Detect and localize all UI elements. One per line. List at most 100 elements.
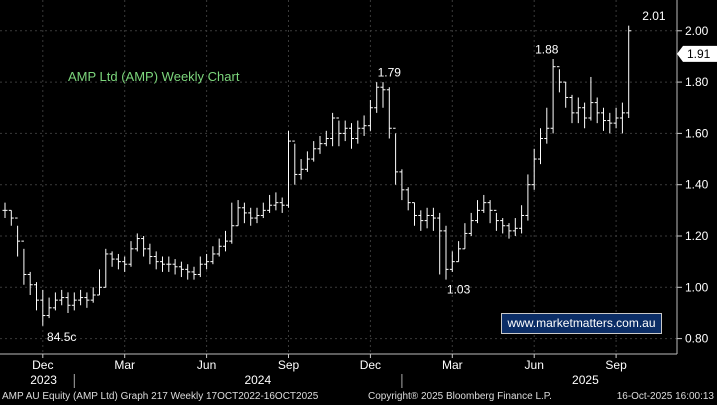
ohlc-bar xyxy=(204,253,210,270)
ohlc-bar xyxy=(582,102,588,129)
ohlc-bar xyxy=(46,297,52,319)
ohlc-bar xyxy=(241,202,247,224)
ohlc-bar xyxy=(52,292,58,311)
ohlc-bar xyxy=(166,256,172,272)
ohlc-bar xyxy=(260,202,266,219)
ohlc-bar xyxy=(172,259,178,275)
x-year-label: 2025 xyxy=(572,373,599,387)
ohlc-bar xyxy=(475,200,480,224)
ohlc-bar xyxy=(355,120,361,144)
y-tick-label: 1.00 xyxy=(685,280,709,294)
ohlc-bar xyxy=(563,81,569,108)
ohlc-bar xyxy=(210,246,216,265)
ohlc-bar xyxy=(349,123,354,149)
watermark-url[interactable]: www.marketmatters.com.au xyxy=(501,313,662,334)
chart-annotations: 84.5c 1.79 1.03 1.88 2.01 1.91 xyxy=(47,9,717,344)
ohlc-bar xyxy=(380,82,386,108)
ohlc-bar xyxy=(178,261,184,278)
ohlc-bar xyxy=(500,218,506,234)
ohlc-bar xyxy=(538,128,543,165)
footer-security-info: AMP AU Equity (AMP Ltd) Graph 217 Weekly… xyxy=(2,391,319,402)
ohlc-bar xyxy=(367,100,373,131)
ohlc-bar xyxy=(481,194,487,213)
ohlc-bar xyxy=(468,212,474,236)
ohlc-bar xyxy=(229,202,235,244)
ohlc-bar xyxy=(40,289,46,326)
footer-copyright: Copyright® 2025 Bloomberg Finance L.P. xyxy=(368,391,552,402)
ohlc-bar xyxy=(185,264,191,280)
ohlc-bar xyxy=(374,82,380,113)
ohlc-bar xyxy=(34,282,39,311)
ohlc-bar xyxy=(279,197,285,213)
current-price-tag: 1.91 xyxy=(677,45,717,62)
ohlc-bar xyxy=(304,151,310,172)
ohlc-bar xyxy=(424,207,430,229)
ohlc-bar xyxy=(103,248,109,288)
ohlc-bar xyxy=(235,200,241,227)
x-month-label: Sep xyxy=(605,358,627,372)
ohlc-bar xyxy=(531,148,537,190)
ohlc-bar xyxy=(594,97,600,124)
ohlc-bar xyxy=(619,102,625,134)
ohlc-bar xyxy=(323,130,329,147)
ohlc-bar xyxy=(405,187,411,211)
ohlc-bar xyxy=(109,251,115,267)
current-price-marker xyxy=(677,45,717,62)
ohlc-bar xyxy=(21,240,27,285)
ohlc-bar xyxy=(122,256,128,272)
y-tick-label: 0.80 xyxy=(685,332,709,346)
y-tick-label: 1.80 xyxy=(685,75,709,89)
ohlc-bar xyxy=(15,217,21,257)
ohlc-bar xyxy=(197,256,203,278)
price-annotation: 1.03 xyxy=(447,283,471,297)
ohlc-bar xyxy=(286,130,291,208)
ohlc-bar xyxy=(361,115,367,136)
ohlc-bar xyxy=(273,192,279,211)
ohlc-bar xyxy=(462,223,468,250)
ohlc-bar xyxy=(443,225,449,280)
ohlc-bar xyxy=(223,230,228,252)
ohlc-bar xyxy=(556,66,562,93)
chart-footer: AMP AU Equity (AMP Ltd) Graph 217 Weekly… xyxy=(0,389,717,405)
ohlc-bar xyxy=(519,205,525,234)
ohlc-bar xyxy=(525,174,531,221)
ohlc-bar xyxy=(97,269,102,296)
price-annotation: 2.01 xyxy=(642,9,666,23)
ohlc-bar xyxy=(412,202,417,226)
price-annotation: 1.79 xyxy=(378,66,402,80)
y-tick-label: 1.20 xyxy=(685,229,709,243)
x-year-label: 2023 xyxy=(30,373,57,387)
ohlc-bar xyxy=(267,194,273,213)
ohlc-bar xyxy=(418,210,424,231)
x-month-label: Jun xyxy=(197,358,216,372)
x-month-label: Jun xyxy=(525,358,544,372)
ohlc-bar xyxy=(437,212,443,275)
ohlc-bar xyxy=(456,241,462,263)
ohlc-bar xyxy=(393,127,399,185)
ohlc-bar xyxy=(386,87,392,139)
price-annotation: 1.88 xyxy=(535,43,559,57)
ohlc-bar xyxy=(550,59,556,134)
ohlc-bar xyxy=(191,266,197,280)
ohlc-bar xyxy=(449,251,455,272)
x-month-label: Dec xyxy=(32,358,53,372)
ohlc-bar xyxy=(90,287,96,303)
ohlc-bar xyxy=(311,141,317,162)
y-tick-label: 1.60 xyxy=(685,126,709,140)
ohlc-bar xyxy=(59,289,65,306)
ohlc-bar xyxy=(141,236,147,257)
ohlc-bar xyxy=(160,256,165,272)
ohlc-bar xyxy=(544,107,550,144)
ohlc-bar xyxy=(330,112,336,147)
x-month-label: Dec xyxy=(360,358,381,372)
y-tick-label: 1.40 xyxy=(685,178,709,192)
ohlc-bar xyxy=(216,238,222,257)
ohlc-bar xyxy=(342,120,348,142)
footer-timestamp: 16-Oct-2025 16:00:13 xyxy=(616,391,714,402)
ohlc-bar xyxy=(487,200,493,224)
ohlc-bar xyxy=(84,292,90,308)
ohlc-bar xyxy=(317,135,323,154)
price-bars xyxy=(2,25,632,326)
